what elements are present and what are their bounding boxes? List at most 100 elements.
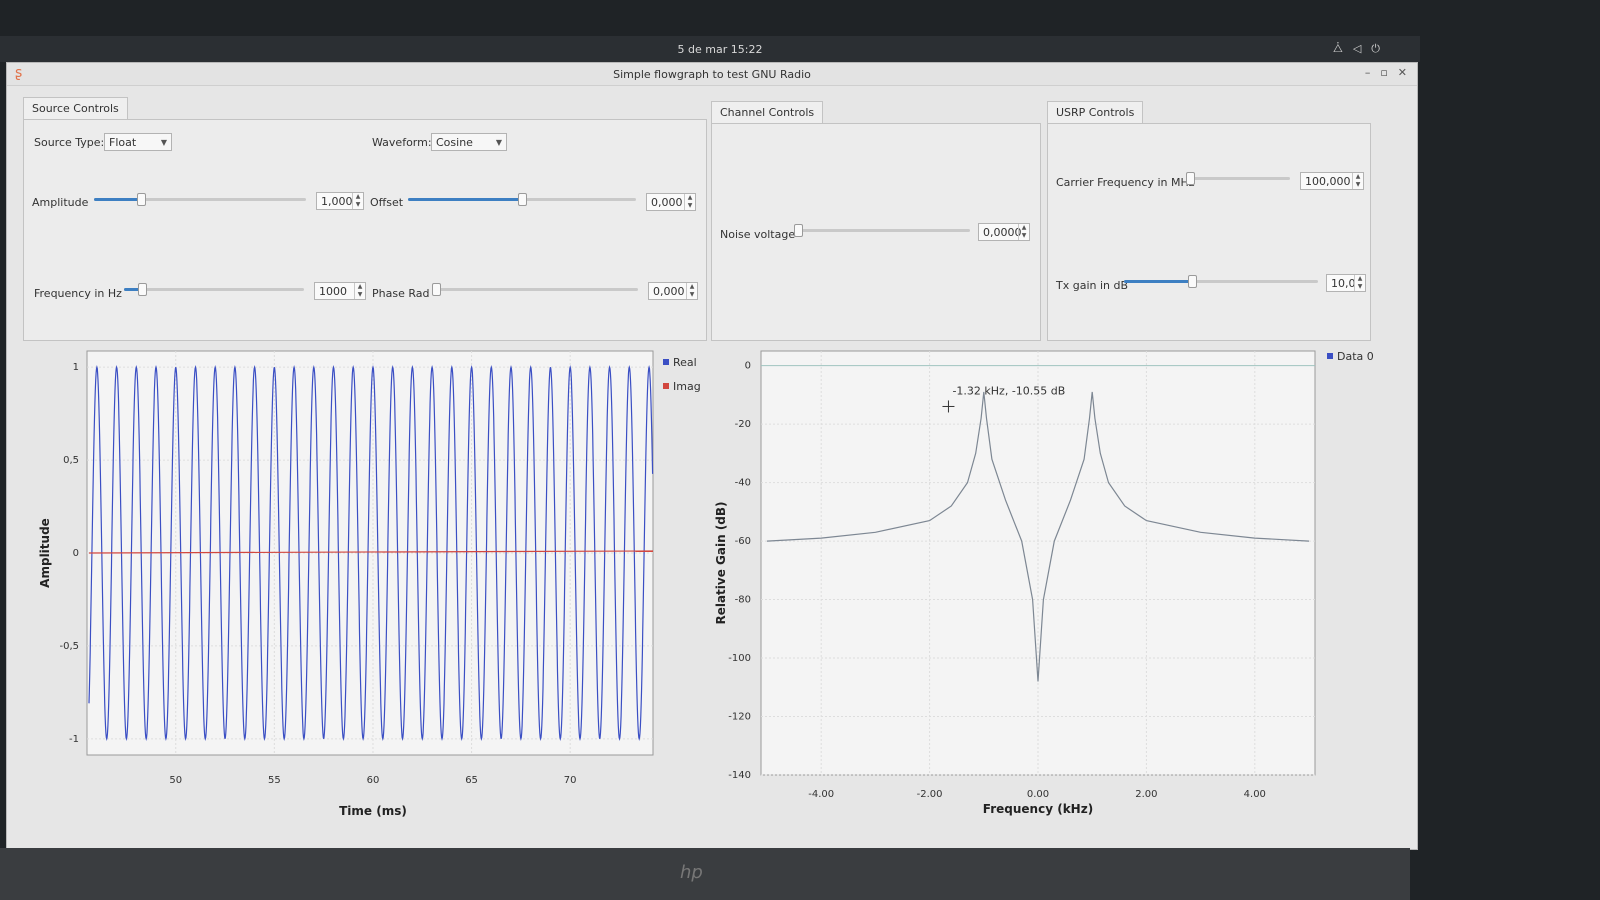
channel-controls-panel: Noise voltage 0,0000 ▲ ▼: [711, 123, 1041, 341]
system-top-bar: 5 de mar 15:22 ⧊ ◁ ⏻: [0, 36, 1420, 62]
tx-gain-value: 10,0: [1331, 277, 1356, 290]
series-imag-line: [88, 550, 654, 554]
tab-channel-controls[interactable]: Channel Controls: [711, 101, 824, 124]
y-axis-label: Amplitude: [38, 518, 52, 588]
window-title: Simple flowgraph to test GNU Radio: [613, 68, 811, 81]
phase-label: Phase Rad: [372, 287, 430, 300]
waveform-label: Waveform:: [372, 136, 432, 149]
y-tick-label: -1: [69, 734, 79, 745]
phase-value: 0,000: [653, 285, 685, 298]
source-type-value: Float: [109, 136, 137, 149]
legend-entry: Real: [673, 356, 697, 369]
usrp-controls-panel: Carrier Frequency in MHz 100,000 ▲ ▼ Tx g…: [1047, 123, 1371, 341]
y-tick-label: -80: [735, 595, 751, 606]
tx-gain-slider[interactable]: [1124, 275, 1318, 289]
legend-entry: Imag: [673, 380, 701, 393]
noise-voltage-label: Noise voltage: [720, 228, 796, 241]
slider-handle[interactable]: [138, 283, 147, 296]
carrier-frequency-slider[interactable]: [1186, 172, 1290, 186]
offset-spinbox[interactable]: 0,000 ▲ ▼: [646, 193, 696, 211]
x-tick-label: 70: [564, 775, 577, 786]
x-tick-label: 55: [268, 775, 281, 786]
slider-handle[interactable]: [136, 193, 146, 206]
power-icon[interactable]: ⏻: [1371, 42, 1380, 55]
network-icon[interactable]: ⧊: [1333, 42, 1343, 55]
waveform-combo[interactable]: Cosine ▼: [431, 133, 507, 151]
carrier-frequency-spinbox[interactable]: 100,000 ▲ ▼: [1300, 172, 1364, 190]
chevron-down-icon: ▼: [495, 138, 502, 147]
monitor-bezel: hp: [0, 848, 1410, 900]
hp-logo: hp: [680, 862, 703, 883]
noise-voltage-slider[interactable]: [794, 224, 970, 238]
y-tick-label: -0,5: [59, 641, 79, 652]
close-button[interactable]: ✕: [1397, 66, 1407, 79]
y-tick-label: 0,5: [63, 455, 79, 466]
legend-swatch: [663, 383, 669, 389]
maximize-button[interactable]: ▫: [1380, 66, 1388, 79]
y-tick-label: 1: [73, 362, 79, 373]
x-tick-label: 4.00: [1244, 789, 1266, 800]
noise-voltage-spinbox[interactable]: 0,0000 ▲ ▼: [978, 223, 1030, 241]
spin-arrows-icon[interactable]: ▲ ▼: [1352, 173, 1363, 189]
amplitude-value: 1,000: [321, 195, 353, 208]
spin-arrows-icon[interactable]: ▲ ▼: [1354, 275, 1365, 291]
slider-handle[interactable]: [794, 224, 803, 237]
amplitude-spinbox[interactable]: 1,000 ▲ ▼: [316, 192, 364, 210]
legend-swatch: [663, 359, 669, 365]
app-window: ʂ Simple flowgraph to test GNU Radio – ▫…: [6, 62, 1418, 850]
frequency-spinbox[interactable]: 1000 ▲ ▼: [314, 282, 366, 300]
tab-source-controls[interactable]: Source Controls: [23, 97, 128, 120]
carrier-frequency-label: Carrier Frequency in MHz: [1056, 176, 1195, 189]
y-tick-label: 0: [745, 361, 751, 372]
y-tick-label: 0: [73, 548, 79, 559]
tab-usrp-controls[interactable]: USRP Controls: [1047, 101, 1144, 124]
time-domain-plot[interactable]: 50 55 60 65 70 1 0,5 0 -0,5 -1 Time (ms) Amplitud…: [27, 345, 707, 825]
noise-voltage-value: 0,0000: [983, 226, 1022, 239]
x-tick-label: 50: [169, 775, 182, 786]
x-tick-label: -4.00: [808, 789, 834, 800]
y-tick-label: -100: [728, 653, 751, 664]
system-tray[interactable]: ⧊ ◁ ⏻: [1333, 42, 1380, 56]
y-tick-label: -60: [735, 536, 751, 547]
phase-spinbox[interactable]: 0,000 ▲ ▼: [648, 282, 698, 300]
slider-handle[interactable]: [1187, 275, 1197, 288]
x-tick-label: 65: [465, 775, 478, 786]
spin-arrows-icon[interactable]: ▲ ▼: [352, 193, 363, 209]
frequency-domain-plot[interactable]: -4.00 -2.00 0.00 2.00 4.00 0 -20 -40 -60 -80 -100 -…: [711, 345, 1391, 825]
frequency-value: 1000: [319, 285, 347, 298]
minimize-button[interactable]: –: [1364, 66, 1371, 79]
spin-arrows-icon[interactable]: ▲ ▼: [1018, 224, 1029, 240]
y-tick-label: -20: [735, 419, 751, 430]
crosshair-cursor-icon: [942, 400, 955, 413]
amplitude-slider[interactable]: [94, 193, 306, 207]
y-tick-label: -140: [728, 770, 751, 781]
offset-label: Offset: [370, 196, 404, 209]
source-type-combo[interactable]: Float ▼: [104, 133, 172, 151]
volume-icon[interactable]: ◁: [1352, 42, 1362, 55]
offset-slider[interactable]: [408, 193, 636, 207]
slider-handle[interactable]: [432, 283, 441, 296]
x-tick-label: 0.00: [1027, 789, 1049, 800]
phase-slider[interactable]: [432, 283, 638, 297]
x-tick-label: 60: [367, 775, 380, 786]
window-titlebar[interactable]: ʂ Simple flowgraph to test GNU Radio – ▫…: [7, 63, 1417, 86]
carrier-frequency-value: 100,000: [1305, 175, 1351, 188]
system-clock[interactable]: 5 de mar 15:22: [677, 43, 763, 56]
series-real-line: [88, 365, 654, 741]
series-data0-line: [766, 391, 1310, 682]
chevron-down-icon: ▼: [160, 138, 167, 147]
waveform-value: Cosine: [436, 136, 473, 149]
slider-handle[interactable]: [518, 193, 527, 206]
spin-arrows-icon[interactable]: ▲ ▼: [354, 283, 365, 299]
frequency-label: Frequency in Hz: [34, 287, 122, 300]
source-controls-panel: Source Type: Float ▼ Waveform: Cosine ▼ …: [23, 119, 707, 341]
spin-arrows-icon[interactable]: ▲ ▼: [686, 283, 697, 299]
offset-value: 0,000: [651, 196, 683, 209]
legend-entry: Data 0: [1337, 350, 1374, 363]
spin-arrows-icon[interactable]: ▲ ▼: [684, 194, 695, 210]
slider-handle[interactable]: [1186, 172, 1195, 185]
gnuradio-app-icon: ʂ: [15, 65, 23, 81]
frequency-slider[interactable]: [124, 283, 304, 297]
x-tick-label: 2.00: [1135, 789, 1157, 800]
tx-gain-spinbox[interactable]: 10,0 ▲ ▼: [1326, 274, 1366, 292]
